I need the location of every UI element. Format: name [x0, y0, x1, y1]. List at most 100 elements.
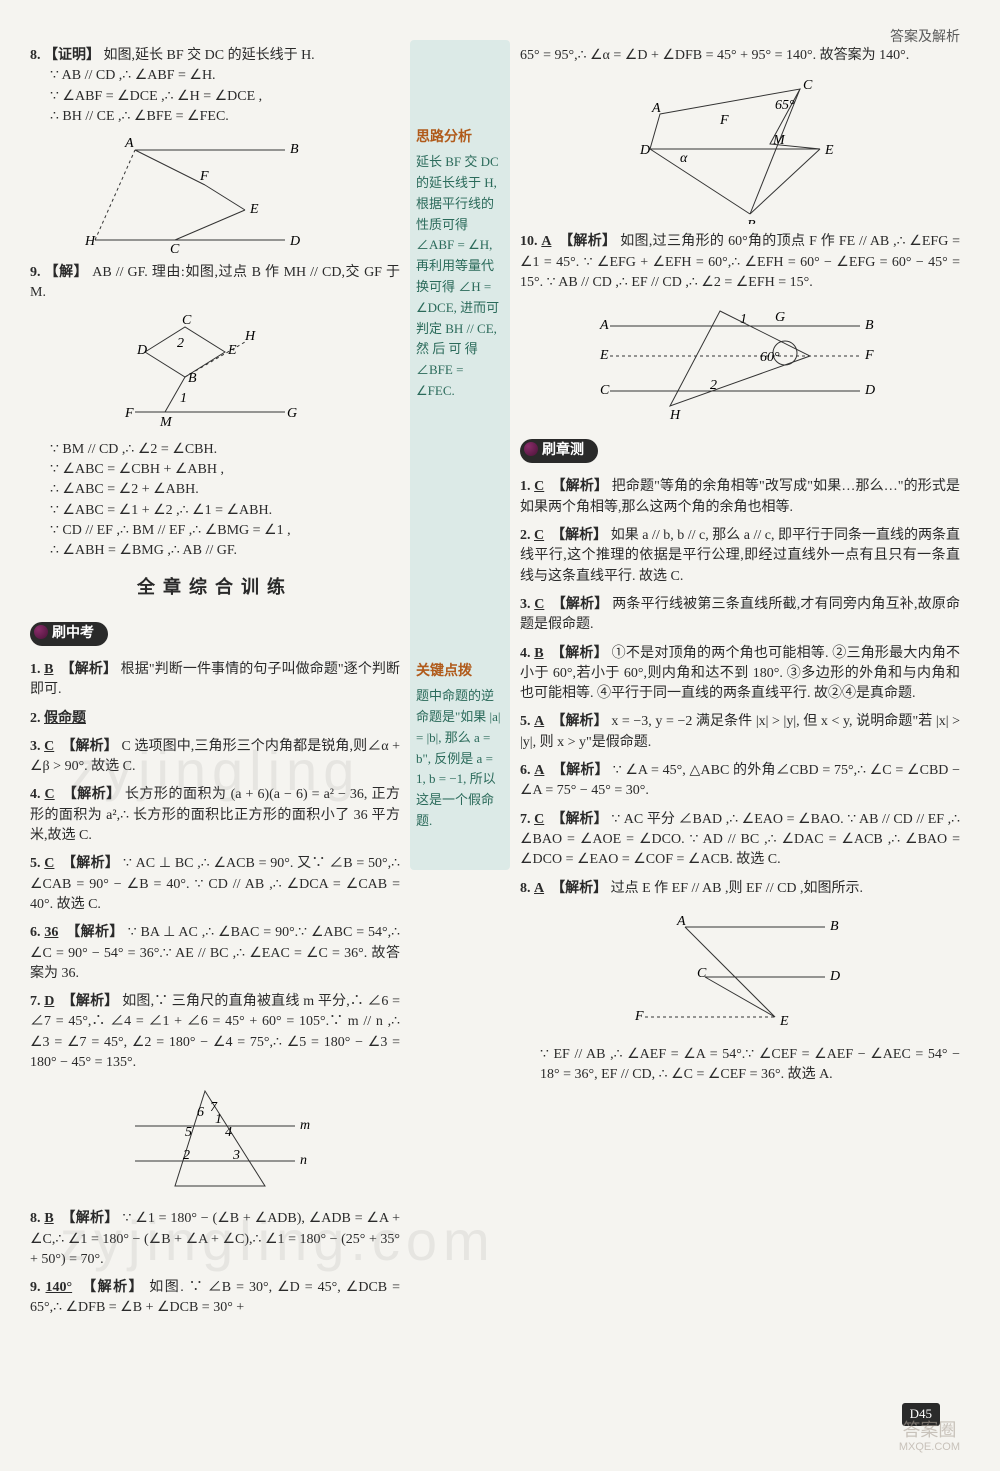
mid-body: 题中命题的逆命题是"如果 |a| = |b|, 那么 a = b", 反例是 a…: [416, 686, 504, 832]
svg-text:α: α: [680, 151, 688, 166]
svg-text:4: 4: [225, 1125, 232, 1140]
t4: 4. B 【解析】 ①不是对顶角的两个角也可能相等. ②三角形最大内角不小于 6…: [520, 644, 960, 705]
t7-num: 7.: [520, 812, 531, 827]
t3-ans: C: [534, 597, 544, 612]
svg-text:B: B: [188, 371, 197, 386]
e2-num: 2.: [30, 711, 41, 726]
tag-exp: 【解析】: [551, 528, 607, 543]
tag-exp: 【解析】: [61, 662, 117, 677]
cont9-text: 65° = 95°,∴ ∠α = ∠D + ∠DFB = 45° + 95° =…: [520, 48, 909, 63]
tag-exp: 【解析】: [551, 812, 607, 827]
q9-l2: ∵ BM // CD ,∴ ∠2 = ∠CBH.: [30, 440, 400, 460]
tag-exp: 【解析】: [66, 925, 124, 940]
e6-num: 6.: [30, 925, 41, 940]
svg-text:H: H: [85, 234, 96, 249]
e7: 7. D 【解析】 如图,∵ 三角尺的直角被直线 m 平分,∴ ∠6 = ∠7 …: [30, 992, 400, 1201]
q8: 8. 【证明】 如图,延长 BF 交 DC 的延长线于 H. ∵ AB // C…: [30, 46, 400, 255]
svg-text:3: 3: [232, 1148, 240, 1163]
tag-exp: 【解析】: [552, 479, 609, 494]
svg-text:G: G: [775, 310, 785, 325]
e3-ans: C: [44, 739, 54, 754]
svg-text:C: C: [803, 78, 813, 93]
svg-text:m: m: [300, 1118, 310, 1133]
t2-ans: C: [534, 528, 544, 543]
svg-text:C: C: [182, 313, 192, 328]
pill-exam: 刷中考: [30, 622, 108, 646]
q9-l7: ∴ ∠ABH = ∠BMG ,∴ AB // GF.: [30, 541, 400, 561]
header-label: 答案及解析: [890, 28, 960, 48]
svg-text:C: C: [697, 966, 707, 981]
q8-figure: A B F E H C D: [85, 135, 345, 255]
t3: 3. C 【解析】 两条平行线被第三条直线所截,才有同旁内角互补,故原命题是假命…: [520, 595, 960, 636]
svg-text:D: D: [864, 383, 875, 398]
svg-text:D: D: [639, 143, 650, 158]
svg-text:M: M: [159, 415, 173, 430]
q9-l4: ∴ ∠ABC = ∠2 + ∠ABH.: [30, 480, 400, 500]
e6: 6. 36 【解析】 ∵ BA ⊥ AC ,∴ ∠BAC = 90°.∵ ∠AB…: [30, 923, 400, 984]
q9-l6: ∵ CD // EF ,∴ BM // EF ,∴ ∠BMG = ∠1 ,: [30, 521, 400, 541]
t5: 5. A 【解析】 x = −3, y = −2 满足条件 |x| > |y|,…: [520, 712, 960, 753]
svg-text:B: B: [290, 142, 299, 157]
t2-num: 2.: [520, 528, 531, 543]
t8-text2: ∵ EF // AB ,∴ ∠AEF = ∠A = 54°.∵ ∠CEF = ∠…: [520, 1045, 960, 1086]
e8-ans: B: [44, 1211, 53, 1226]
bottom-logo: 答案圈 MXQE.COM: [899, 1421, 960, 1453]
tag-exp: 【解析】: [551, 714, 607, 729]
tag-exp: 【解析】: [552, 763, 609, 778]
tag-sol: 【解】: [45, 265, 89, 280]
q9-figure: D C E B H F M G 1 2: [115, 312, 315, 432]
q10-num: 10.: [520, 234, 538, 249]
e8: 8. B 【解析】 ∵ ∠1 = 180° − (∠B + ∠ADB), ∠AD…: [30, 1209, 400, 1270]
q10-figure: A B E F C D G H 1 2 60°: [590, 301, 890, 421]
t8: 8. A 【解析】 过点 E 作 EF // AB ,则 EF // CD ,如…: [520, 879, 960, 1086]
t6: 6. A 【解析】 ∵ ∠A = 45°, △ABC 的外角∠CBD = 75°…: [520, 761, 960, 802]
e5-ans: C: [44, 856, 54, 871]
pill-test: 刷章测: [520, 439, 598, 463]
svg-text:G: G: [287, 406, 297, 421]
t7: 7. C 【解析】 ∵ AC 平分 ∠BAD ,∴ ∠EAO = ∠BAO. ∵…: [520, 810, 960, 871]
q10: 10. A 【解析】 如图,过三角形的 60°角的顶点 F 作 FE // AB…: [520, 232, 960, 421]
tag-exp: 【解析】: [62, 856, 119, 871]
t8-ans: A: [534, 881, 544, 896]
e7-num: 7.: [30, 994, 41, 1009]
t6-ans: A: [534, 763, 544, 778]
e2-ans: 假命题: [44, 711, 86, 726]
svg-text:C: C: [600, 383, 610, 398]
q8-l3: ∵ ∠ABF = ∠DCE ,∴ ∠H = ∠DCE ,: [30, 87, 400, 107]
t6-num: 6.: [520, 763, 531, 778]
e7-ans: D: [44, 994, 54, 1009]
q9-l3: ∵ ∠ABC = ∠CBH + ∠ABH ,: [30, 460, 400, 480]
svg-text:A: A: [676, 914, 686, 929]
svg-text:F: F: [199, 169, 209, 184]
t1-num: 1.: [520, 479, 531, 494]
q8-num: 8.: [30, 48, 41, 63]
svg-text:1: 1: [180, 391, 187, 406]
t8-figure: A B C D F E: [625, 907, 855, 1037]
t4-num: 4.: [520, 646, 531, 661]
tag-exp: 【解析】: [61, 739, 117, 754]
svg-text:E: E: [227, 343, 237, 358]
midblock-2: 关键点拨 题中命题的逆命题是"如果 |a| = |b|, 那么 a = b", …: [416, 662, 504, 832]
q9-num: 9.: [30, 265, 41, 280]
svg-text:2: 2: [177, 336, 184, 351]
t1: 1. C 【解析】 把命题"等角的余角相等"改写成"如果…那么…"的形式是如果两…: [520, 477, 960, 518]
tag-exp: 【解析】: [552, 597, 609, 612]
t8-num: 8.: [520, 881, 531, 896]
svg-text:E: E: [779, 1014, 789, 1029]
svg-text:H: H: [669, 408, 681, 421]
q9: 9. 【解】 AB // GF. 理由:如图,过点 B 作 MH // CD,交…: [30, 263, 400, 561]
tag-exp: 【解析】: [551, 646, 608, 661]
cont9-figure: A C D E F M B α 65°: [620, 74, 860, 224]
q8-l2: ∵ AB // CD ,∴ ∠ABF = ∠H.: [30, 66, 400, 86]
svg-text:60°: 60°: [760, 350, 780, 365]
svg-text:1: 1: [740, 312, 747, 327]
e1-num: 1.: [30, 662, 41, 677]
logo-line1: 答案圈: [899, 1421, 960, 1441]
midblock-1: 思路分析 延长 BF 交 DC 的延长线于 H, 根据平行线的性质可得 ∠ABF…: [416, 128, 504, 402]
svg-text:B: B: [747, 218, 756, 224]
svg-text:B: B: [830, 919, 839, 934]
tag-exp: 【解析】: [61, 1211, 118, 1226]
e2: 2. 假命题: [30, 709, 400, 729]
svg-text:M: M: [772, 133, 786, 148]
e9: 9. 140° 【解析】 如图. ∵ ∠B = 30°, ∠D = 45°, ∠…: [30, 1278, 400, 1319]
